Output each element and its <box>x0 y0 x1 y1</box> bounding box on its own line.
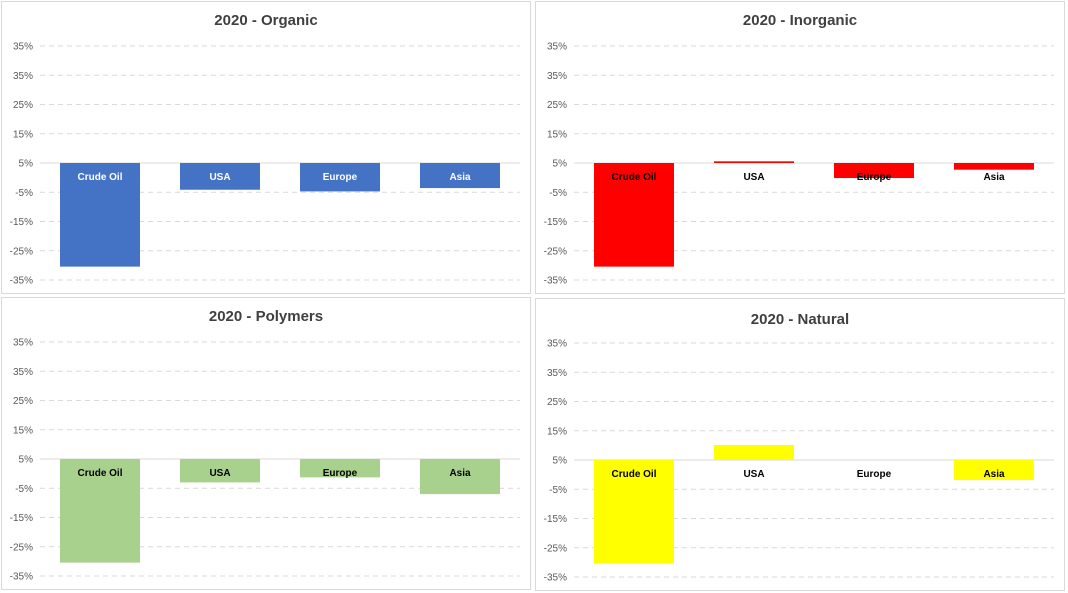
y-tick-label: 25% <box>547 397 567 408</box>
bar-usa <box>714 444 794 460</box>
category-label: Crude Oil <box>77 172 122 183</box>
y-tick-label: -25% <box>10 542 33 553</box>
bar-crude-oil <box>594 460 674 564</box>
bar-europe <box>834 163 914 179</box>
chart-panel-inorganic: 2020 - Inorganic 35% 35% 25% 15% 5% -5% -15% -2… <box>535 1 1065 294</box>
category-label: USA <box>209 172 230 183</box>
category-label: Asia <box>449 468 471 479</box>
bar-crude-oil <box>60 459 140 563</box>
category-label: Crude Oil <box>611 172 656 183</box>
category-label: USA <box>209 468 230 479</box>
bar-asia <box>954 460 1034 481</box>
y-tick-label: 35% <box>547 368 567 379</box>
chart-title: 2020 - Organic <box>214 12 318 29</box>
bar-europe <box>300 459 380 478</box>
chart-plot: 35% 35% 25% 15% 5% -5% -15% -25% -35% Crude Oil US… <box>544 339 1054 584</box>
y-tick-label: -5% <box>549 188 567 199</box>
y-tick-label: -5% <box>15 188 33 199</box>
chart-plot: 35% 35% 25% 15% 5% -5% -15% -25% -35% Crude Oil US… <box>544 42 1054 287</box>
y-tick-label: -5% <box>549 485 567 496</box>
y-tick-label: 5% <box>553 456 568 467</box>
y-tick-label: -35% <box>10 276 33 287</box>
y-tick-label: -15% <box>544 514 567 525</box>
category-label: Europe <box>857 172 892 183</box>
y-tick-label: 15% <box>547 129 567 140</box>
y-tick-label: 35% <box>13 42 33 53</box>
category-label: Asia <box>449 172 471 183</box>
chart-title: 2020 - Polymers <box>208 308 324 325</box>
bar-usa <box>714 161 794 163</box>
chart-panel-organic: 2020 - Organic 35% 35% 25% 15% 5% -5% -15% -25%… <box>1 1 531 294</box>
category-label: Europe <box>323 172 358 183</box>
chart-plot: 35% 35% 25% 15% 5% -5% -15% -25% -35% Crude Oil US… <box>10 42 520 287</box>
bar-europe <box>300 163 380 192</box>
y-tick-label: 15% <box>547 426 567 437</box>
chart-panel-natural: 2020 - Natural 35% 35% 25% 15% 5% -5% -15% -25%… <box>535 298 1065 591</box>
y-tick-label: -15% <box>10 217 33 228</box>
y-tick-label: 35% <box>547 71 567 82</box>
y-tick-label: -5% <box>15 484 33 495</box>
bar-asia <box>954 163 1034 170</box>
y-tick-label: 35% <box>13 367 33 378</box>
y-tick-label: 35% <box>547 339 567 350</box>
category-label: USA <box>743 469 764 480</box>
chart-plot: 35% 35% 25% 15% 5% -5% -15% -25% -35% Crude Oil US… <box>10 338 520 583</box>
category-label: Europe <box>857 469 892 480</box>
y-tick-label: -15% <box>544 217 567 228</box>
bar-usa <box>180 459 260 483</box>
category-label: USA <box>743 172 764 183</box>
y-tick-label: -35% <box>544 573 567 584</box>
y-tick-label: -35% <box>10 572 33 583</box>
bar-crude-oil <box>594 163 674 267</box>
category-label: Crude Oil <box>77 468 122 479</box>
y-tick-label: -35% <box>544 276 567 287</box>
chart-title: 2020 - Inorganic <box>742 12 858 29</box>
y-tick-label: 5% <box>19 455 34 466</box>
y-tick-label: -25% <box>544 246 567 257</box>
y-tick-label: 5% <box>19 159 34 170</box>
y-tick-label: 35% <box>13 71 33 82</box>
category-label: Asia <box>983 469 1005 480</box>
y-tick-label: -25% <box>10 246 33 257</box>
chart-title: 2020 - Natural <box>750 311 850 328</box>
y-tick-label: 15% <box>13 425 33 436</box>
y-tick-label: 25% <box>13 100 33 111</box>
bar-usa <box>180 163 260 190</box>
bar-asia <box>420 459 500 495</box>
y-tick-label: 35% <box>547 42 567 53</box>
y-tick-label: 25% <box>13 396 33 407</box>
y-tick-label: 15% <box>13 129 33 140</box>
y-tick-label: -15% <box>10 513 33 524</box>
category-label: Asia <box>983 172 1005 183</box>
category-label: Europe <box>323 468 358 479</box>
category-label: Crude Oil <box>611 469 656 480</box>
y-tick-label: -25% <box>544 543 567 554</box>
bar-asia <box>420 163 500 189</box>
bar-crude-oil <box>60 163 140 267</box>
y-tick-label: 35% <box>13 338 33 349</box>
y-tick-label: 25% <box>547 100 567 111</box>
chart-panel-polymers: 2020 - Polymers 35% 35% 25% 15% 5% -5% -15% -25… <box>1 297 531 590</box>
y-tick-label: 5% <box>553 159 568 170</box>
